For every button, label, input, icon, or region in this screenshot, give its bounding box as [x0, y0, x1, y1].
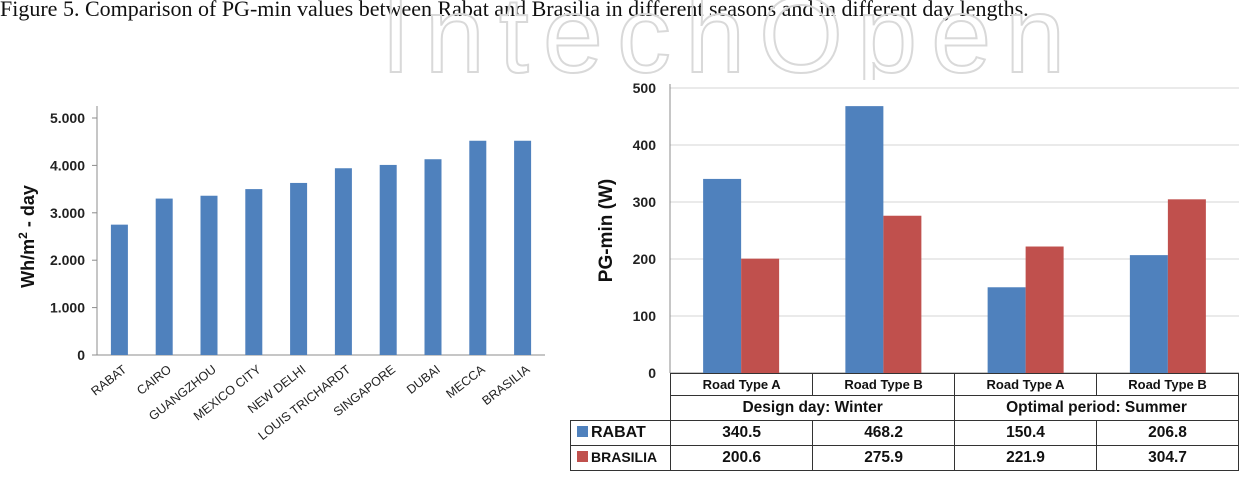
bar-mexico-city — [245, 189, 263, 355]
bar-guangzhou — [200, 195, 218, 355]
table-row: RABAT 340.5 468.2 150.4 206.8 — [569, 420, 1239, 446]
bar-brasilia-2 — [883, 215, 922, 373]
city-irradiation-bar-chart: 0 1.000 2.000 3.000 4.000 5.000 Wh/m2 - day RAB… — [16, 106, 545, 443]
y-tick-label: 3.000 — [50, 205, 85, 221]
bar-rabat — [110, 224, 128, 355]
bar-rabat-3 — [987, 287, 1026, 373]
bar-rabat-2 — [845, 106, 884, 373]
bar-brasilia — [514, 140, 532, 355]
x-tick-label: DUBAI — [404, 362, 443, 397]
table-corner-cell — [571, 374, 671, 396]
legend-swatch — [577, 426, 588, 437]
legend-label: RABAT — [591, 424, 646, 441]
figure-caption: Figure 5. Comparison of PG-min values be… — [0, 0, 1029, 21]
data-label-cell: 200.6 — [670, 445, 814, 471]
data-label-cell: 275.9 — [812, 445, 956, 471]
table-group-row: Design day: Winter Optimal period: Summer — [571, 395, 1239, 421]
table-corner-cell — [571, 396, 671, 421]
y-tick-label: 4.000 — [50, 157, 85, 173]
legend-swatch — [577, 451, 588, 462]
y-tick-label: 500 — [633, 80, 657, 96]
group-header-cell: Design day: Winter — [670, 395, 956, 421]
y-tick-label: 200 — [633, 251, 657, 267]
category-header-cell: Road Type A — [670, 373, 814, 396]
table-header-row: Road Type A Road Type B Road Type A Road Ty… — [571, 373, 1239, 396]
y-tick-label: 100 — [633, 308, 657, 324]
group-header-cell: Optimal period: Summer — [954, 395, 1239, 421]
bar-new-delhi — [290, 182, 308, 355]
pg-min-data-table: Road Type A Road Type B Road Type A Road Ty… — [569, 373, 1239, 471]
bar-singapore — [379, 164, 397, 355]
y-axis-label: PG-min (W) — [596, 179, 617, 282]
bar-brasilia-3 — [1025, 246, 1064, 373]
legend-cell: BRASILIA — [569, 445, 672, 471]
category-header-cell: Road Type A — [954, 373, 1098, 396]
bar-brasilia-4 — [1167, 199, 1206, 373]
y-tick-label: 0 — [648, 365, 656, 378]
legend-label: BRASILIA — [591, 449, 658, 465]
data-label-cell: 221.9 — [954, 445, 1098, 471]
bar-cairo — [155, 198, 173, 355]
y-tick-label: 0 — [77, 347, 85, 363]
y-tick-label: 400 — [633, 137, 657, 153]
data-label-cell: 468.2 — [812, 420, 956, 446]
bar-mecca — [469, 140, 487, 355]
watermark-text: IntechOpen — [381, 0, 1079, 80]
category-header-cell: Road Type B — [1096, 373, 1239, 396]
pg-min-bar-chart: 0 100 200 300 400 500 PG-min (W) — [596, 80, 1239, 378]
watermark-logo: IntechOpen — [380, 0, 1079, 80]
data-label-cell: 206.8 — [1096, 420, 1239, 446]
bar-dubai — [424, 159, 442, 355]
data-label-cell: 340.5 — [670, 420, 814, 446]
y-axis-label: Wh/m2 - day — [16, 185, 38, 288]
x-tick-label: RABAT — [89, 362, 130, 398]
bar-rabat-1 — [703, 178, 742, 373]
y-tick-label: 1.000 — [50, 300, 85, 316]
data-label-cell: 150.4 — [954, 420, 1098, 446]
y-tick-label: 300 — [633, 194, 657, 210]
y-tick-label: 2.000 — [50, 252, 85, 268]
bar-louis-trichardt — [334, 168, 352, 355]
y-tick-label: 5.000 — [50, 110, 85, 126]
table-row: BRASILIA 200.6 275.9 221.9 304.7 — [569, 445, 1239, 471]
legend-cell: RABAT — [569, 420, 672, 446]
x-tick-label: CAIRO — [134, 362, 174, 398]
x-tick-label: BRASILIA — [479, 362, 532, 408]
data-label-cell: 304.7 — [1096, 445, 1239, 471]
bar-rabat-4 — [1129, 255, 1168, 373]
category-header-cell: Road Type B — [812, 373, 956, 396]
bar-brasilia-1 — [741, 258, 780, 373]
